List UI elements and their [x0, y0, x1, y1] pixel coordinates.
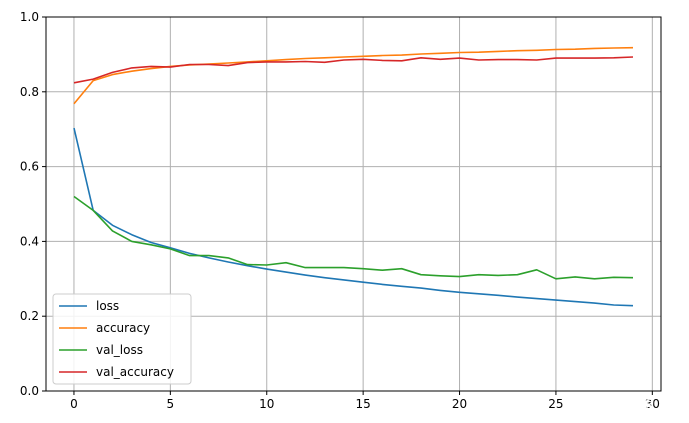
x-tick-label: 30: [645, 397, 660, 411]
legend: loss accuracy val_loss val_accuracy: [52, 293, 192, 385]
y-tick-label: 0.2: [20, 309, 39, 323]
legend-label: accuracy: [96, 321, 150, 335]
legend-label: val_loss: [96, 343, 143, 357]
x-tick-label: 0: [70, 397, 78, 411]
x-tick-label: 25: [548, 397, 563, 411]
series-line-val-accuracy: [73, 56, 634, 84]
axes-frame: [45, 16, 662, 392]
y-tick-label: 0.4: [20, 234, 39, 248]
y-tick-label: 0.8: [20, 85, 39, 99]
x-tick-label: 15: [355, 397, 370, 411]
y-tick-label: 0.0: [20, 384, 39, 398]
series-line-loss: [73, 127, 634, 307]
watermark-text: CSDN @艾醒: [562, 397, 655, 415]
legend-box: [52, 293, 192, 385]
legend-label: val_accuracy: [96, 365, 174, 379]
x-tick-label: 10: [259, 397, 274, 411]
x-tick-label: 5: [167, 397, 175, 411]
series-lines: [73, 46, 634, 307]
series-line-val-loss: [73, 195, 634, 280]
x-tick-label: 20: [452, 397, 467, 411]
legend-label: loss: [96, 299, 119, 313]
y-tick-label: 0.6: [20, 160, 39, 174]
y-tick-label: 1.0: [20, 10, 39, 24]
axis-ticks: 0 5 10 15 20 25 30 0.0 0.2 0.4 0.6 0.8 1.0: [20, 10, 660, 411]
